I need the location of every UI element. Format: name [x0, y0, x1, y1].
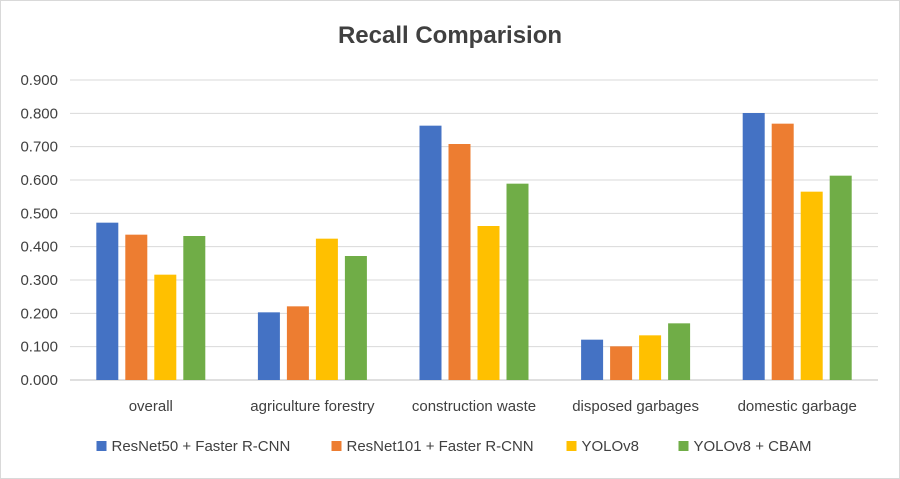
bar-resnet50-faster-r-cnn	[257, 312, 280, 380]
y-tick-label: 0.900	[20, 72, 58, 89]
bar-resnet50-faster-r-cnn	[419, 125, 442, 381]
legend-label: YOLOv8	[582, 438, 640, 455]
legend-label: ResNet50 + Faster R-CNN	[112, 438, 291, 455]
x-category-label: agriculture forestry	[250, 398, 375, 415]
bar-yolov8	[800, 191, 823, 380]
x-category-label: domestic garbage	[738, 398, 857, 415]
y-tick-label: 0.300	[20, 272, 58, 289]
bar-yolov8	[315, 238, 338, 380]
y-tick-label: 0.500	[20, 205, 58, 222]
chart-title: Recall Comparision	[338, 22, 562, 49]
y-axis-ticks: 0.000 0.100 0.200 0.300 0.400 0.500 0.600 0.700…	[20, 72, 58, 389]
bar-yolov8	[154, 274, 177, 380]
bar-resnet101-faster-r-cnn	[286, 306, 309, 380]
y-tick-label: 0.600	[20, 172, 58, 189]
legend-swatch	[566, 441, 577, 451]
bar-resnet101-faster-r-cnn	[771, 123, 794, 381]
legend-label: ResNet101 + Faster R-CNN	[347, 438, 534, 455]
y-tick-label: 0.200	[20, 305, 58, 322]
bar-yolov8-cbam	[668, 323, 691, 380]
x-axis-categories: overall agriculture forestry construction …	[129, 398, 857, 415]
bar-yolov8-cbam	[829, 175, 852, 380]
bar-yolov8	[639, 335, 662, 380]
legend-swatch	[678, 441, 689, 451]
bar-resnet50-faster-r-cnn	[581, 339, 604, 380]
bar-resnet101-faster-r-cnn	[448, 144, 471, 380]
legend-swatch	[331, 441, 342, 451]
x-category-label: overall	[129, 398, 173, 415]
bar-resnet50-faster-r-cnn	[96, 222, 119, 380]
y-tick-label: 0.000	[20, 372, 58, 389]
bar-yolov8-cbam	[183, 236, 206, 380]
x-category-label: disposed garbages	[572, 398, 699, 415]
y-tick-label: 0.100	[20, 339, 58, 356]
y-tick-label: 0.400	[20, 239, 58, 256]
legend-swatch	[96, 441, 107, 451]
bar-resnet50-faster-r-cnn	[742, 113, 765, 380]
y-tick-label: 0.800	[20, 105, 58, 122]
bar-resnet101-faster-r-cnn	[610, 346, 633, 380]
bar-yolov8	[477, 226, 500, 380]
bar-resnet101-faster-r-cnn	[125, 234, 148, 380]
bar-yolov8-cbam	[344, 256, 367, 380]
legend: ResNet50 + Faster R-CNN ResNet101 + Faste…	[96, 438, 812, 455]
legend-label: YOLOv8 + CBAM	[694, 438, 812, 455]
bars	[96, 113, 852, 381]
y-tick-label: 0.700	[20, 139, 58, 156]
x-category-label: construction waste	[412, 398, 536, 415]
bar-yolov8-cbam	[506, 183, 529, 380]
